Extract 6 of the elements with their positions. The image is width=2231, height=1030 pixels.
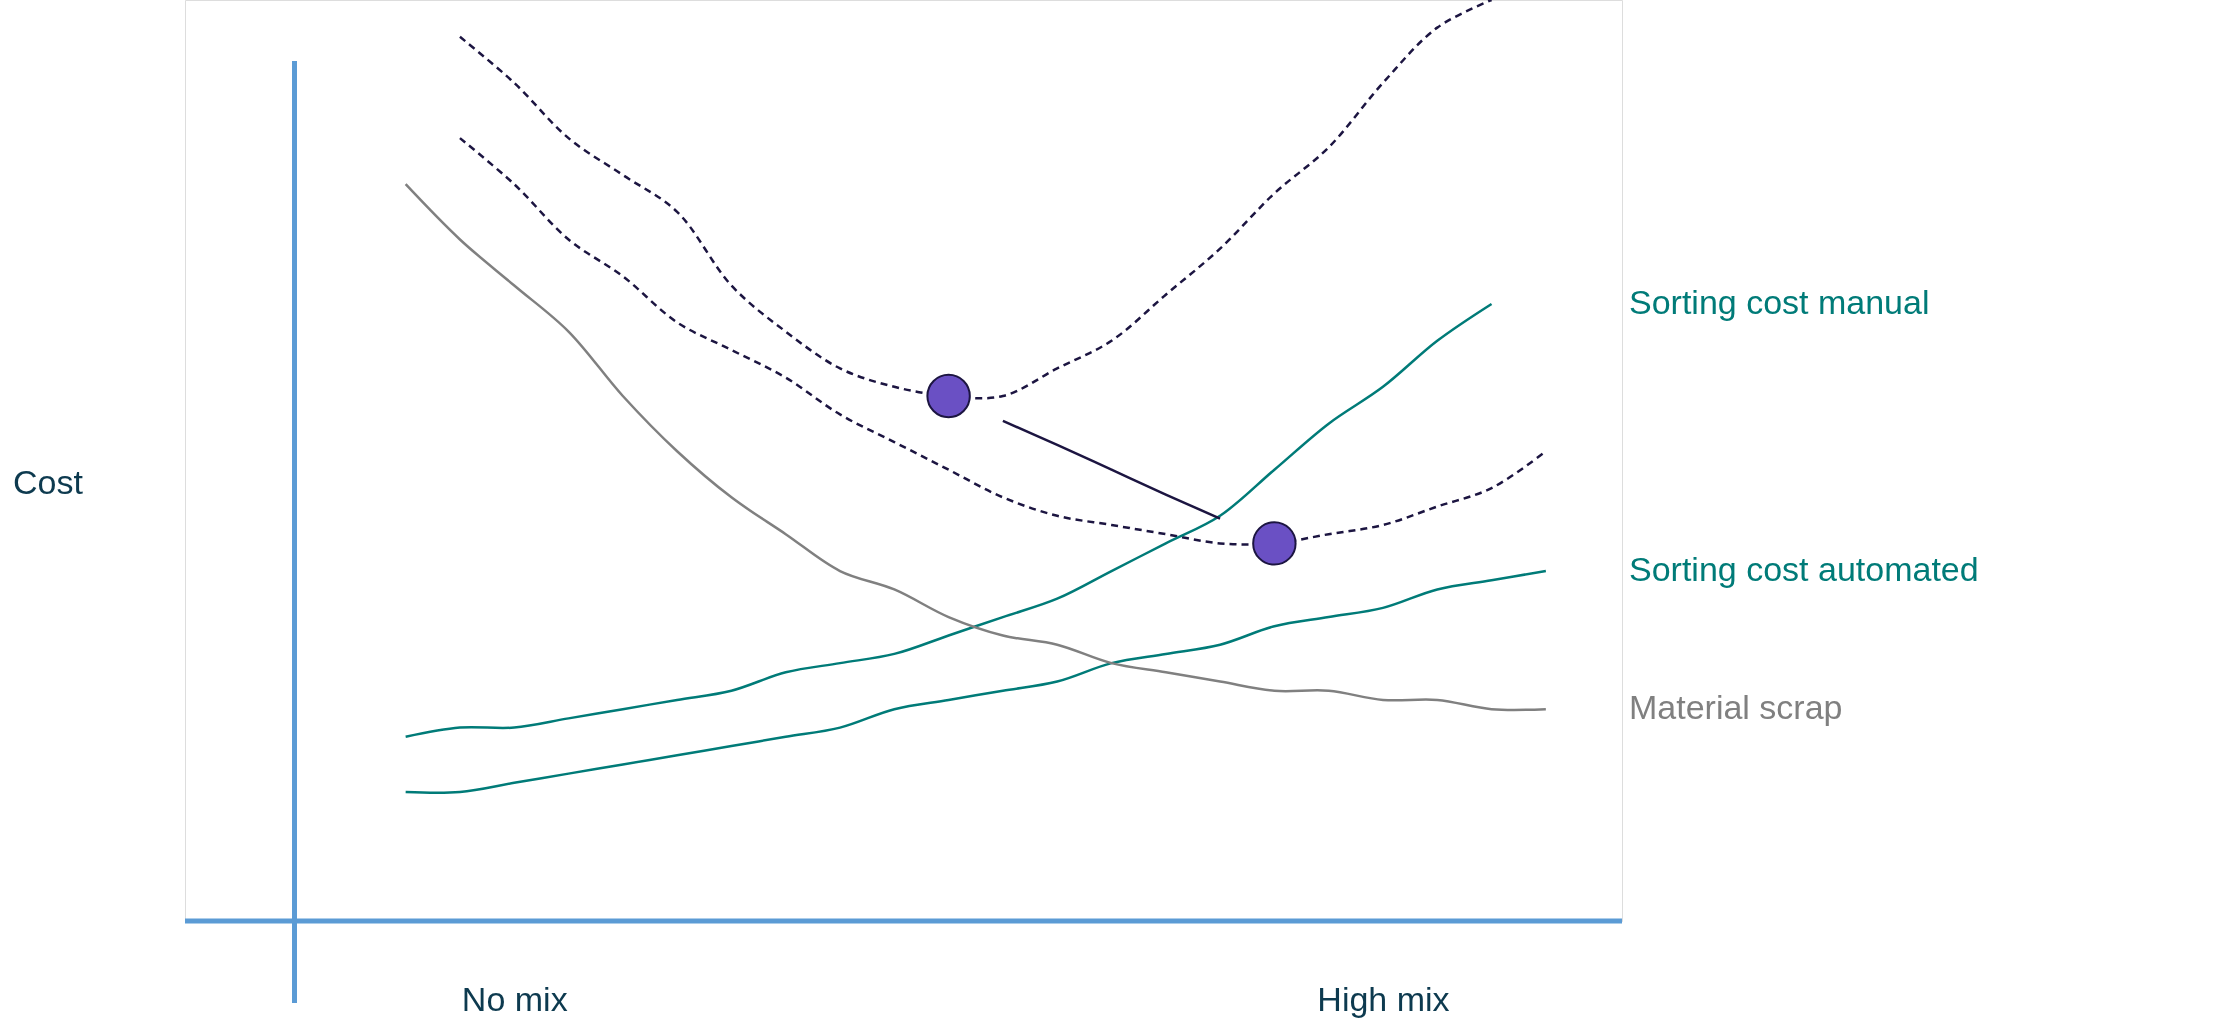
text: Sorting cost automated	[1629, 550, 1979, 589]
text: Material scrap	[1629, 688, 1843, 727]
text: Sorting cost manual	[1629, 282, 1930, 321]
x-tick-label: No mix	[461, 979, 568, 1018]
x-tick-label: High mix	[1317, 979, 1450, 1018]
text: Cost	[13, 463, 84, 501]
